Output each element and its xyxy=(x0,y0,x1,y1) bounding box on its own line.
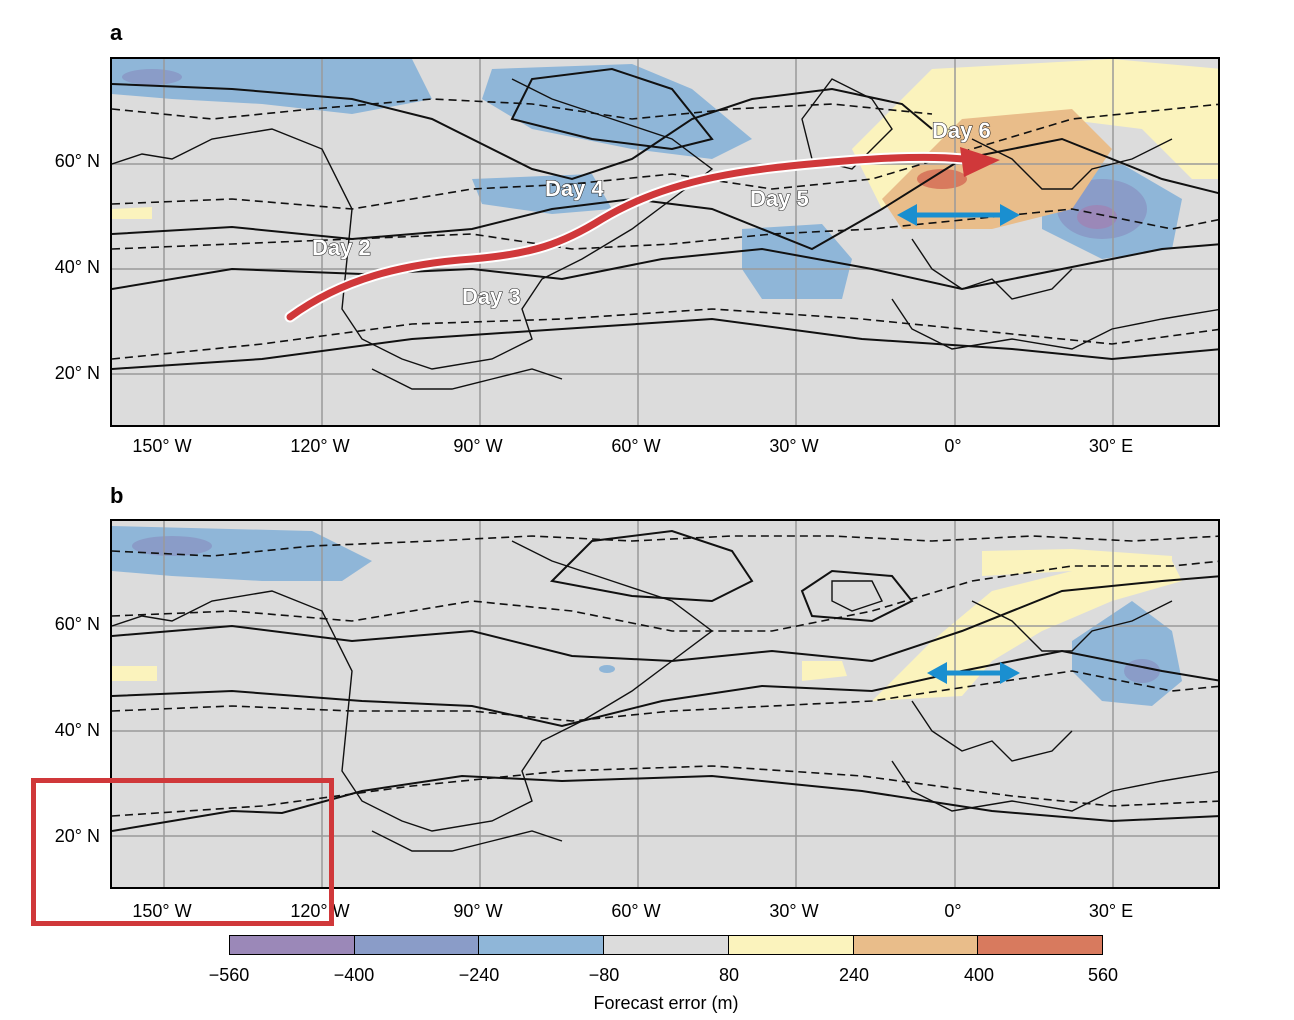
legend-title: Forecast error (m) xyxy=(593,993,739,1013)
legend-tick: 560 xyxy=(1087,965,1119,985)
panel-b-lat-40n: 40° N xyxy=(54,720,100,740)
legend-swatch xyxy=(853,936,979,954)
panel-a-lat-60n: 60° N xyxy=(54,151,100,171)
panel-b-coastlines xyxy=(112,540,1218,852)
panel-b-contours-solid xyxy=(112,529,1218,832)
panel-a-double-arrow xyxy=(897,204,1020,226)
panel-a-letter: a xyxy=(110,20,123,45)
legend-tick: 240 xyxy=(838,965,870,985)
panel-a-contours-dashed xyxy=(112,98,1218,360)
panel-a-error-shading xyxy=(112,59,1218,299)
panel-b-lat-20n: 20° N xyxy=(54,826,100,846)
legend-swatch xyxy=(978,936,1103,954)
panel-a-map: Day 2 Day 3 Day 4 Day 5 Day 6 xyxy=(110,57,1220,427)
panel-a-lat-40n: 40° N xyxy=(54,257,100,277)
panel-a-map-svg: Day 2 Day 3 Day 4 Day 5 Day 6 xyxy=(112,59,1218,425)
panel-a-lon-30w: 30° W xyxy=(769,436,819,456)
legend-swatch xyxy=(728,936,854,954)
day-6-label: Day 6 xyxy=(932,118,991,143)
legend-swatch xyxy=(479,936,605,954)
panel-b-lon-0: 0° xyxy=(944,901,962,921)
panel-a-coastlines xyxy=(112,78,1218,390)
panel-a-lat-20n: 20° N xyxy=(54,363,100,383)
day-2-label: Day 2 xyxy=(312,235,371,260)
panel-b-lon-30e: 30° E xyxy=(1088,901,1134,921)
day-3-label: Day 3 xyxy=(462,284,521,309)
panel-a-lon-90w: 90° W xyxy=(453,436,503,456)
day-5-label: Day 5 xyxy=(750,186,809,211)
panel-a-gridlines xyxy=(112,59,1218,425)
panel-b-gridlines xyxy=(112,521,1218,887)
panel-b-lon-120w: 120° W xyxy=(290,901,350,921)
panel-a-lon-60w: 60° W xyxy=(611,436,661,456)
legend-tick: 80 xyxy=(718,965,740,985)
panel-b-lon-60w: 60° W xyxy=(611,901,661,921)
panel-a-lon-150w: 150° W xyxy=(132,436,192,456)
panel-b-double-arrow xyxy=(927,662,1020,684)
legend-tick: −80 xyxy=(588,965,620,985)
legend-swatch xyxy=(354,936,480,954)
panel-b-letter: b xyxy=(110,483,124,508)
panel-b-lon-90w: 90° W xyxy=(453,901,503,921)
legend-swatch xyxy=(230,936,355,954)
legend-colorbar xyxy=(229,935,1103,955)
panel-b-lat-60n: 60° N xyxy=(54,614,100,634)
panel-b-map xyxy=(110,519,1220,889)
highlight-box xyxy=(31,778,334,926)
legend-tick: −240 xyxy=(458,965,500,985)
panel-b-lon-150w: 150° W xyxy=(132,901,192,921)
panel-a-lon-120w: 120° W xyxy=(290,436,350,456)
legend-tick: −560 xyxy=(208,965,250,985)
legend-swatch xyxy=(604,936,729,954)
legend-tick: 400 xyxy=(963,965,995,985)
panel-a-track-arrow xyxy=(284,147,1000,323)
legend-tick: −400 xyxy=(333,965,375,985)
panel-b-contours-dashed xyxy=(112,535,1218,817)
panel-b-map-svg xyxy=(112,521,1218,887)
panel-a-lon-30e: 30° E xyxy=(1088,436,1134,456)
panel-b-lon-30w: 30° W xyxy=(769,901,819,921)
panel-a-lon-0: 0° xyxy=(944,436,962,456)
day-4-label: Day 4 xyxy=(545,176,604,201)
